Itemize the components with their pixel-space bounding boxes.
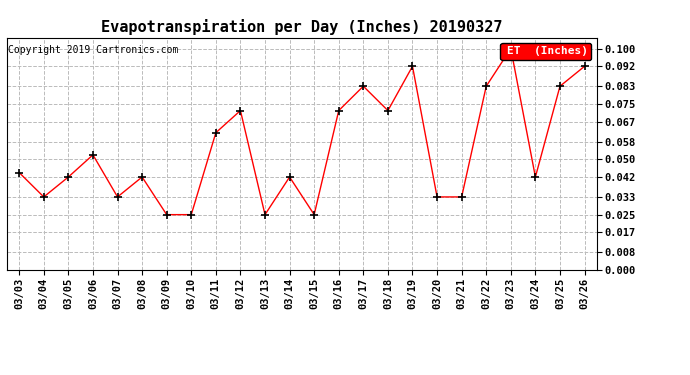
Title: Evapotranspiration per Day (Inches) 20190327: Evapotranspiration per Day (Inches) 2019…	[101, 19, 502, 35]
Legend: ET  (Inches): ET (Inches)	[500, 43, 591, 60]
Text: Copyright 2019 Cartronics.com: Copyright 2019 Cartronics.com	[8, 45, 179, 55]
